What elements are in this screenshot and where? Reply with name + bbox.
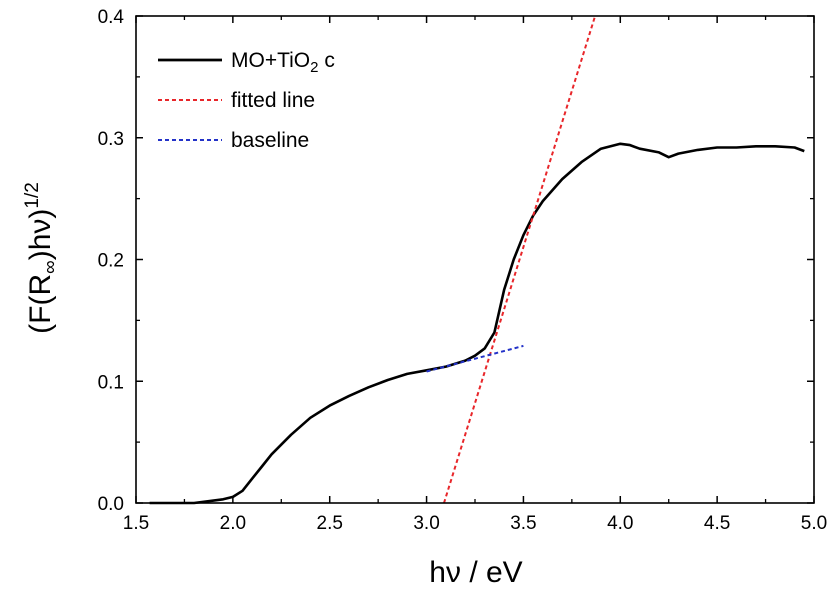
x-tick-label-2: 2.5 — [317, 513, 343, 534]
legend-label-0: MO+TiO2 c — [231, 49, 335, 76]
x-tick-label-4: 3.5 — [510, 513, 536, 534]
series-line-baseline — [426, 344, 524, 373]
legend-label-tail: c — [318, 49, 334, 72]
y-tick-label-3: 0.3 — [98, 129, 124, 150]
y-tick-label-0: 0.0 — [98, 494, 124, 515]
x-tick-label-7: 5.0 — [801, 513, 827, 534]
x-tick-label-3: 3.0 — [413, 513, 439, 534]
ticks-layer: 1.5 2.0 2.5 3.0 3.5 4.0 4.5 5.0 0.0 0.1 0.2 0.3 0.4 — [98, 7, 828, 534]
series-line-main-series — [149, 142, 805, 505]
series-layer — [149, 15, 805, 505]
y-axis-title-sup: 1/2 — [22, 182, 43, 208]
legend-label-2: baseline — [231, 129, 309, 152]
y-tick-label-4: 0.4 — [98, 7, 125, 28]
y-axis-title: (F(R∞)hν)1/2 — [22, 182, 61, 334]
x-axis-title: hν / eV — [429, 556, 522, 589]
y-axis-title-sub: ∞ — [40, 260, 61, 274]
x-tick-label-6: 4.5 — [704, 513, 730, 534]
series-line-fitted-line — [443, 15, 597, 504]
x-tick-label-5: 4.0 — [607, 513, 633, 534]
legend-label-1: fitted line — [231, 89, 315, 112]
y-axis-title-base: (F(R — [24, 274, 57, 334]
x-tick-label-0: 1.5 — [123, 513, 149, 534]
x-tick-label-1: 2.0 — [220, 513, 246, 534]
y-axis-title-mid: )hν) — [24, 209, 57, 261]
y-tick-label-2: 0.2 — [98, 251, 124, 272]
legend-label-sub: 2 — [310, 59, 318, 76]
legend-label-main: MO+TiO — [231, 49, 310, 72]
y-tick-label-1: 0.1 — [98, 372, 124, 393]
